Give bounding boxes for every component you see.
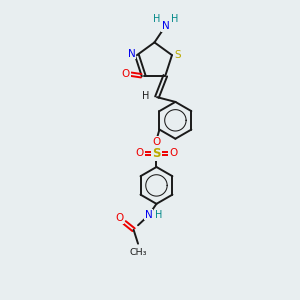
Text: S: S [152, 147, 161, 160]
Text: N: N [145, 209, 153, 220]
Text: H: H [171, 14, 178, 24]
Text: O: O [169, 148, 177, 158]
Text: N: N [162, 21, 169, 32]
Text: CH₃: CH₃ [129, 248, 147, 256]
Text: O: O [136, 148, 144, 158]
Text: O: O [115, 213, 123, 224]
Text: H: H [153, 14, 160, 24]
Text: H: H [154, 209, 162, 220]
Text: N: N [128, 49, 136, 59]
Text: H: H [142, 91, 149, 101]
Text: S: S [175, 50, 181, 60]
Text: O: O [122, 69, 130, 79]
Text: O: O [152, 137, 160, 147]
